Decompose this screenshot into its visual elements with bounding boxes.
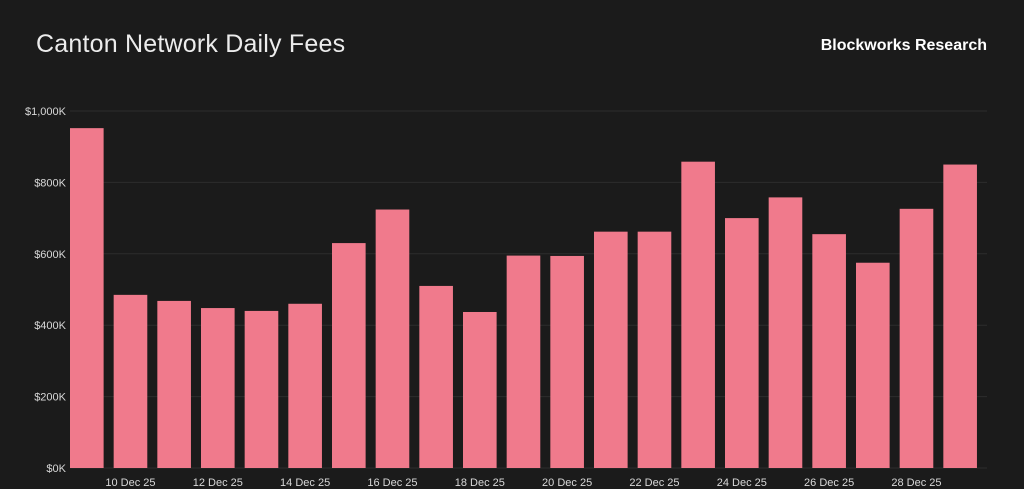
bar xyxy=(506,255,541,468)
bar xyxy=(288,303,322,468)
bar xyxy=(943,164,977,469)
x-tick-label: 16 Dec 25 xyxy=(367,477,417,489)
bar xyxy=(332,243,366,468)
x-tick-label: 24 Dec 25 xyxy=(717,477,767,489)
bar xyxy=(157,300,191,468)
y-tick-label: $800K xyxy=(34,177,66,189)
bar xyxy=(550,255,584,468)
bar xyxy=(201,308,235,468)
bar xyxy=(725,218,759,468)
y-axis-ticks: $0K $200K $400K $600K $800K $1,000K xyxy=(25,106,67,475)
x-tick-label: 14 Dec 25 xyxy=(280,477,330,489)
y-tick-label: $1,000K xyxy=(25,106,67,118)
bars xyxy=(70,128,977,469)
bar xyxy=(594,231,628,468)
bar xyxy=(899,208,934,468)
y-tick-label: $400K xyxy=(34,320,66,332)
x-tick-label: 26 Dec 25 xyxy=(804,477,854,489)
brand-label: Blockworks Research xyxy=(820,37,987,54)
x-tick-label: 20 Dec 25 xyxy=(542,477,592,489)
bar xyxy=(70,128,104,468)
bar xyxy=(812,234,846,468)
bar xyxy=(419,285,453,468)
x-axis-ticks: 10 Dec 25 12 Dec 25 14 Dec 25 16 Dec 25 18 D… xyxy=(105,477,941,489)
x-tick-label: 28 Dec 25 xyxy=(891,477,941,489)
bar xyxy=(856,262,890,468)
y-tick-label: $0K xyxy=(46,463,66,475)
bar xyxy=(113,294,148,468)
x-tick-label: 10 Dec 25 xyxy=(105,477,155,489)
x-tick-label: 12 Dec 25 xyxy=(193,477,243,489)
bar xyxy=(463,311,497,468)
x-tick-label: 18 Dec 25 xyxy=(455,477,505,489)
bar xyxy=(768,197,803,468)
bar xyxy=(637,231,672,468)
bar xyxy=(244,310,279,468)
bar xyxy=(375,209,410,468)
y-tick-label: $200K xyxy=(34,392,66,404)
bar xyxy=(681,161,715,468)
x-tick-label: 22 Dec 25 xyxy=(629,477,679,489)
chart-title: Canton Network Daily Fees xyxy=(36,30,346,58)
y-tick-label: $600K xyxy=(34,249,66,261)
